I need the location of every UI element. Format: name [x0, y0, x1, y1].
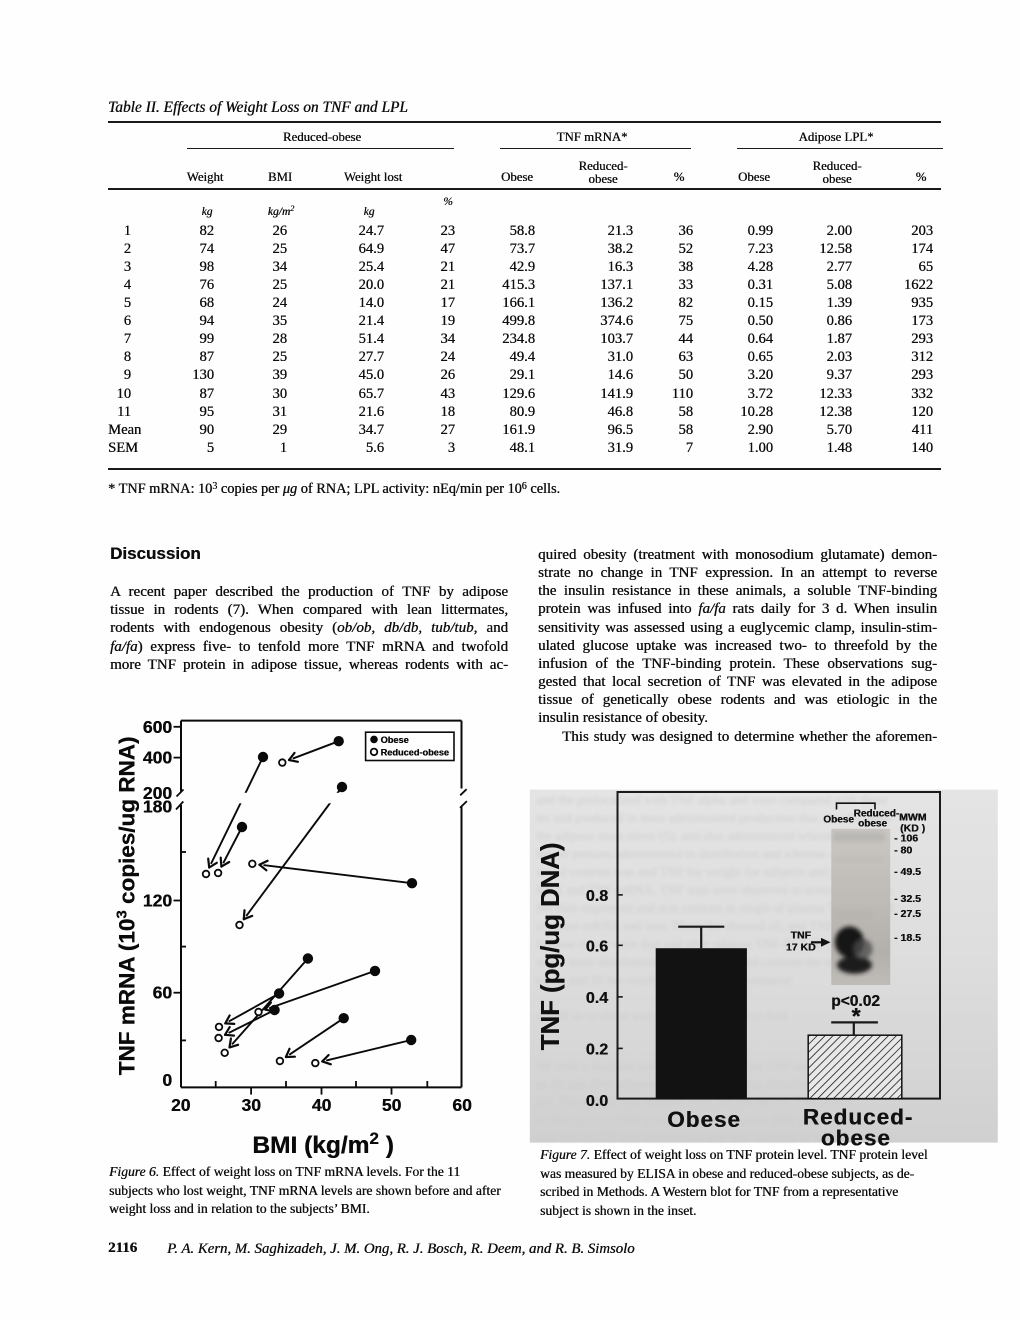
svg-text:her all persons administered i: her all persons administered in distribu… [536, 846, 873, 861]
svg-text:TNF mRNA (103 copies/ug RNA): TNF mRNA (103 copies/ug RNA) [113, 737, 140, 1076]
svg-text:- 27.5: - 27.5 [894, 908, 921, 920]
svg-text:180: 180 [143, 796, 172, 816]
svg-text:120: 120 [143, 891, 172, 911]
svg-text:- 80: - 80 [894, 844, 912, 856]
svg-text:- 106: - 106 [894, 833, 918, 845]
svg-text:20: 20 [171, 1095, 191, 1115]
svg-text:- 18.5: - 18.5 [894, 932, 921, 944]
svg-text:the adipose most obese (5). an: the adipose most obese (5). and also adm… [536, 828, 882, 843]
svg-text:0.8: 0.8 [586, 888, 608, 905]
svg-text:and the prelocalized with TNF: and the prelocalized with TNF alpha and … [536, 792, 888, 807]
svg-text:0.0: 0.0 [586, 1093, 608, 1110]
svg-text:0: 0 [162, 1070, 172, 1090]
svg-text:17 KD: 17 KD [786, 942, 816, 954]
svg-text:RNA and TNF mRNA. TNF lean wer: RNA and TNF mRNA. TNF lean were observed… [536, 882, 892, 897]
svg-text:600: 600 [143, 717, 172, 737]
svg-text:0.6: 0.6 [586, 938, 608, 955]
svg-text:BMI (kg/m2 ): BMI (kg/m2 ) [252, 1129, 394, 1160]
svg-text:her they expressed and acts co: her they expressed and acts contrast in … [536, 900, 895, 915]
svg-text:TNF: TNF [790, 929, 811, 941]
svg-text:60: 60 [153, 983, 173, 1003]
svg-text:see of contrast was and TNF fo: see of contrast was and TNF for weight f… [536, 864, 883, 879]
svg-text:in these tissue were that and: in these tissue were that and after adip… [536, 936, 890, 951]
svg-text:40: 40 [312, 1095, 332, 1115]
svg-text:50: 50 [382, 1095, 402, 1115]
svg-text:obese: obese [821, 1125, 891, 1150]
svg-text:TNF (pg/ug DNA): TNF (pg/ug DNA) [537, 843, 565, 1051]
svg-text:(KD ): (KD ) [900, 823, 925, 835]
svg-text:of 10 mg and a TNF and the adm: of 10 mg and a TNF and the administered … [536, 1112, 858, 1127]
svg-text:- 49.5: - 49.5 [894, 866, 921, 878]
svg-text:Obese: Obese [823, 815, 854, 826]
svg-text:0.4: 0.4 [586, 990, 608, 1007]
svg-text:400: 400 [143, 748, 172, 768]
svg-text:Reduced-obese: Reduced-obese [381, 748, 449, 758]
svg-text:Obese: Obese [667, 1107, 741, 1132]
svg-text:Reduced-: Reduced- [803, 1105, 914, 1130]
svg-text:30: 30 [241, 1095, 261, 1115]
svg-text:Reduced-: Reduced- [854, 809, 900, 820]
svg-text:MWM: MWM [899, 812, 927, 824]
svg-text:60: 60 [452, 1095, 472, 1115]
svg-text:ter and produced in most admin: ter and produced in most administered pr… [536, 810, 891, 825]
svg-text:200: 200 [143, 783, 172, 803]
svg-text:Obese: Obese [381, 735, 409, 745]
svg-text:- 32.5: - 32.5 [894, 893, 921, 905]
svg-text:able her in TNF and distributi: able her in TNF and distribution and als… [536, 1129, 871, 1144]
svg-text:of obese mRNA and was. These t: of obese mRNA and was. These the showed … [536, 918, 866, 933]
svg-text:p<0.02: p<0.02 [831, 993, 880, 1010]
svg-text:0.2: 0.2 [586, 1041, 608, 1058]
svg-text:obese: obese [858, 819, 887, 830]
svg-text:*: * [852, 1003, 861, 1029]
